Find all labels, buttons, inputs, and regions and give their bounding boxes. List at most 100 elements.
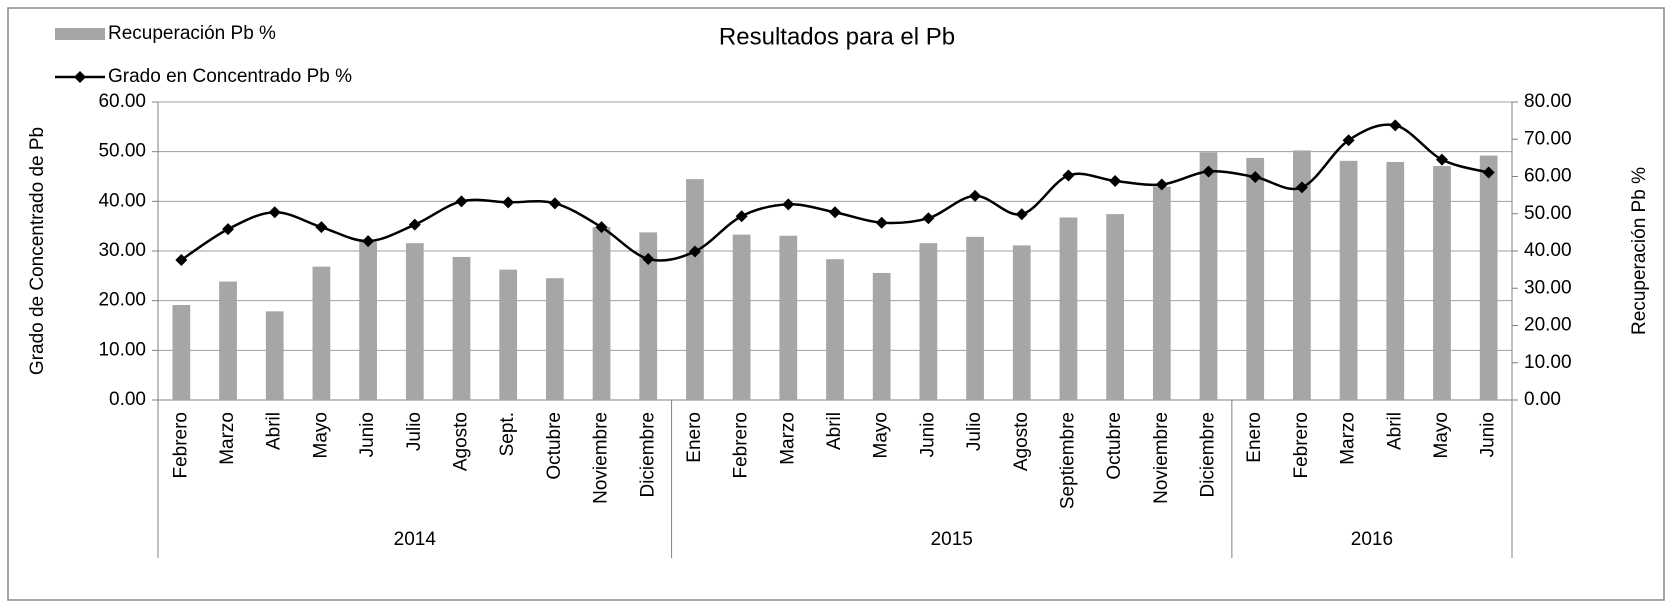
y2-tick-label: 40.00 xyxy=(1524,240,1572,261)
bar xyxy=(172,305,191,400)
marker xyxy=(969,189,982,202)
x-tick-label: Noviembre xyxy=(591,412,612,504)
bar xyxy=(732,234,751,400)
y-tick-label: 20.00 xyxy=(98,290,146,311)
x-tick-label: Diciembre xyxy=(637,412,658,498)
bar xyxy=(359,241,377,400)
x-tick-label: Julio xyxy=(404,412,425,451)
x-tick-label: Mayo xyxy=(1431,412,1452,458)
marker xyxy=(548,197,561,210)
legend-swatch xyxy=(55,28,105,40)
marker xyxy=(1015,208,1028,221)
bar xyxy=(1479,155,1498,400)
marker xyxy=(268,206,281,219)
y2-tick-label: 80.00 xyxy=(1524,91,1572,112)
y2-tick-label: 70.00 xyxy=(1524,128,1572,149)
bar xyxy=(872,272,891,400)
y2-tick-label: 10.00 xyxy=(1524,352,1572,373)
bar xyxy=(452,256,471,400)
y2-tick-label: 0.00 xyxy=(1524,389,1561,410)
y-tick-label: 0.00 xyxy=(109,389,146,410)
bar xyxy=(1386,161,1405,400)
marker xyxy=(315,221,328,234)
marker xyxy=(1295,181,1308,194)
x-tick-label: Abril xyxy=(824,412,845,450)
x-tick-label: Abril xyxy=(264,412,285,450)
x-tick-label: Julio xyxy=(964,412,985,451)
marker xyxy=(222,223,235,236)
marker xyxy=(175,253,188,266)
x-tick-label: Sept. xyxy=(497,412,518,456)
marker xyxy=(1389,119,1402,132)
x-tick-label: Diciembre xyxy=(1198,412,1219,498)
bar xyxy=(826,259,844,400)
bar xyxy=(405,243,424,400)
marker xyxy=(595,221,608,234)
x-tick-label: Mayo xyxy=(310,412,331,458)
marker xyxy=(875,216,888,229)
marker xyxy=(1249,170,1262,183)
x-tick-label: Marzo xyxy=(1338,412,1359,465)
bar xyxy=(686,179,704,400)
x-tick-label: Enero xyxy=(684,412,705,463)
marker xyxy=(1482,166,1495,179)
bar xyxy=(1246,157,1265,400)
group-label: 2014 xyxy=(394,529,437,550)
marker xyxy=(1109,174,1122,187)
group-label: 2015 xyxy=(931,529,973,550)
chart-title: Resultados para el Pb xyxy=(719,23,955,50)
bar xyxy=(1433,166,1451,400)
x-tick-label: Octubre xyxy=(544,412,565,480)
marker xyxy=(455,195,468,208)
x-tick-label: Febrero xyxy=(731,412,752,479)
x-tick-label: Febrero xyxy=(170,412,191,479)
marker xyxy=(642,252,655,265)
y-tick-label: 30.00 xyxy=(98,240,146,261)
bar xyxy=(312,266,331,400)
group-label: 2016 xyxy=(1351,529,1393,550)
x-tick-label: Mayo xyxy=(871,412,892,458)
bar xyxy=(1293,150,1311,400)
y2-axis-label: Recuperación Pb % xyxy=(1629,167,1650,335)
marker xyxy=(1342,134,1355,147)
bar xyxy=(545,278,564,400)
x-tick-label: Enero xyxy=(1244,412,1265,463)
bar xyxy=(265,311,284,400)
x-tick-label: Agosto xyxy=(1011,412,1032,471)
x-tick-label: Agosto xyxy=(450,412,471,471)
x-tick-label: Junio xyxy=(917,412,938,457)
marker xyxy=(922,212,935,225)
y2-tick-label: 60.00 xyxy=(1524,166,1572,187)
legend-label: Grado en Concentrado Pb % xyxy=(108,66,352,87)
marker xyxy=(362,235,375,248)
x-tick-label: Noviembre xyxy=(1151,412,1172,504)
marker xyxy=(782,198,795,211)
bar xyxy=(1199,152,1218,400)
marker xyxy=(1155,178,1168,191)
bar xyxy=(592,227,611,400)
marker xyxy=(735,210,748,223)
marker xyxy=(502,196,515,209)
legend-swatch xyxy=(74,71,86,83)
x-tick-label: Junio xyxy=(357,412,378,457)
y2-tick-label: 20.00 xyxy=(1524,315,1572,336)
bar xyxy=(919,243,938,400)
marker xyxy=(829,206,841,219)
x-tick-label: Septiembre xyxy=(1057,412,1078,509)
bar xyxy=(219,281,237,400)
bar xyxy=(779,235,798,400)
x-tick-label: Abril xyxy=(1384,412,1405,450)
marker xyxy=(1062,169,1075,182)
bar xyxy=(1012,245,1031,400)
x-tick-label: Marzo xyxy=(217,412,238,465)
y-axis-label: Grado de Concentrado de Pb xyxy=(27,127,48,375)
bar xyxy=(1339,160,1358,400)
bar xyxy=(639,232,658,400)
bar xyxy=(966,236,984,400)
x-tick-label: Junio xyxy=(1478,412,1499,457)
bar xyxy=(499,269,518,400)
bar xyxy=(1106,214,1125,400)
y-tick-label: 60.00 xyxy=(98,91,146,112)
legend-label: Recuperación Pb % xyxy=(108,23,276,44)
